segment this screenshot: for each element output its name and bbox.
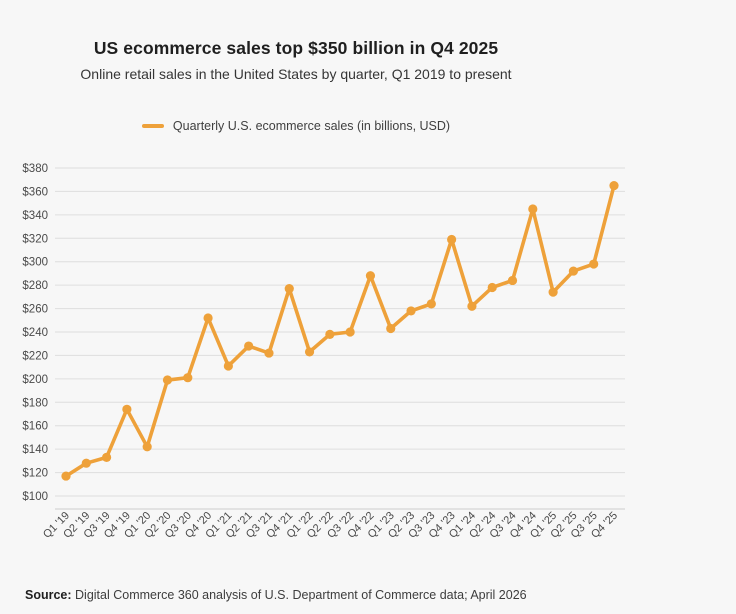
chart-header: US ecommerce sales top $350 billion in Q… [0, 38, 592, 82]
y-tick-label: $300 [22, 257, 48, 269]
data-point [101, 452, 112, 462]
y-tick-label: $280 [22, 280, 48, 292]
data-point [304, 347, 315, 357]
y-tick-label: $160 [22, 421, 48, 433]
data-point [325, 329, 335, 339]
data-point [548, 287, 558, 297]
data-point [365, 271, 376, 281]
data-point [406, 306, 416, 316]
data-point [386, 323, 396, 334]
data-point [183, 373, 193, 383]
y-tick-label: $200 [22, 374, 48, 386]
data-point [122, 404, 132, 414]
line-chart: $100 $120 $140 $160 $180 $200 $220 $240 $260 $280… [0, 145, 736, 570]
y-tick-label: $180 [22, 397, 48, 409]
source-text: Digital Commerce 360 analysis of U.S. De… [71, 588, 527, 602]
y-tick-label: $260 [22, 304, 48, 316]
chart-canvas: $100 $120 $140 $160 $180 $200 $220 $240 $260 $280… [22, 163, 625, 541]
data-point [61, 471, 71, 481]
y-tick-label: $140 [22, 444, 48, 456]
data-point [162, 375, 173, 385]
y-tick-label: $220 [22, 350, 48, 362]
data-point [507, 275, 518, 286]
data-point [284, 284, 294, 294]
y-tick-label: $340 [22, 210, 48, 222]
data-point [447, 234, 457, 245]
data-point [244, 341, 254, 351]
chart-subtitle: Online retail sales in the United States… [80, 66, 512, 82]
y-tick-label: $360 [22, 186, 48, 198]
data-point [609, 180, 619, 191]
legend: Quarterly U.S. ecommerce sales (in billi… [0, 119, 592, 133]
legend-label: Quarterly U.S. ecommerce sales (in billi… [172, 119, 451, 133]
data-point [528, 204, 538, 214]
data-point [142, 442, 152, 452]
data-point [81, 458, 91, 468]
data-point [264, 348, 274, 358]
source-note: Source: Digital Commerce 360 analysis of… [25, 588, 527, 602]
data-point [589, 259, 599, 269]
data-point [203, 313, 213, 323]
data-point [467, 301, 477, 311]
legend-line-swatch [141, 124, 164, 128]
data-point [345, 327, 355, 337]
data-point [223, 361, 233, 371]
data-point [568, 266, 579, 276]
chart-title: US ecommerce sales top $350 billion in Q… [93, 38, 499, 58]
source-label: Source: [25, 588, 72, 602]
y-tick-label: $380 [22, 163, 48, 175]
y-tick-label: $320 [22, 233, 48, 245]
data-point [487, 282, 497, 293]
data-point [426, 299, 436, 309]
series-line [64, 183, 616, 478]
y-tick-label: $240 [22, 327, 48, 339]
y-tick-label: $100 [22, 491, 48, 503]
y-tick-label: $120 [22, 468, 48, 480]
